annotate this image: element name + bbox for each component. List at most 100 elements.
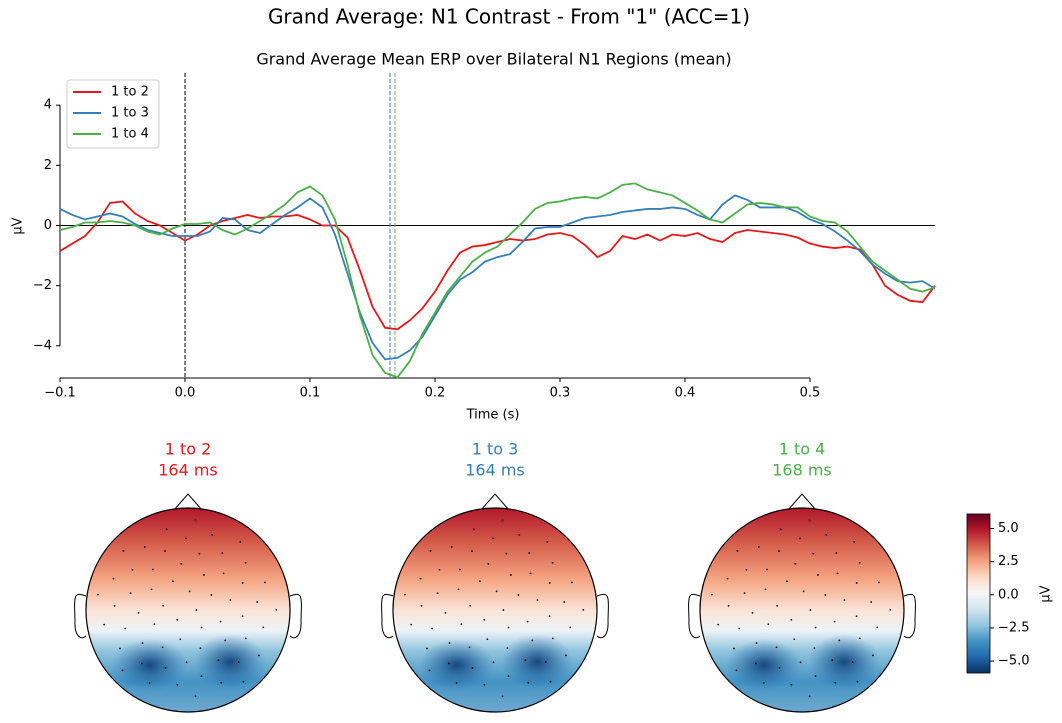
sensor bbox=[812, 552, 815, 555]
sensor bbox=[506, 647, 509, 650]
sensor bbox=[122, 550, 125, 552]
sensor bbox=[790, 683, 793, 686]
sensor bbox=[224, 639, 227, 642]
sensor bbox=[221, 552, 224, 554]
y-tick-label: −4 bbox=[33, 338, 52, 353]
legend: 1 to 2 1 to 3 1 to 4 bbox=[66, 79, 160, 149]
x-tick-label: 0.1 bbox=[300, 386, 321, 401]
topomap-title: 1 to 2 bbox=[165, 440, 212, 459]
ear bbox=[74, 593, 87, 639]
sensor bbox=[429, 550, 432, 552]
sensor bbox=[150, 588, 153, 591]
ear bbox=[688, 593, 701, 639]
sensor bbox=[745, 568, 748, 571]
neg-blob bbox=[194, 634, 266, 690]
sensor bbox=[767, 623, 770, 626]
sensor bbox=[755, 642, 758, 644]
sensor bbox=[824, 594, 827, 596]
legend-label: 1 to 3 bbox=[111, 106, 149, 121]
sensor bbox=[858, 561, 861, 564]
sensor bbox=[460, 623, 463, 626]
sensor bbox=[161, 646, 164, 649]
sensor bbox=[814, 626, 817, 629]
sensor bbox=[244, 561, 247, 564]
sensor bbox=[472, 528, 475, 531]
sensor bbox=[507, 675, 510, 678]
nose bbox=[173, 493, 203, 511]
sensor bbox=[754, 662, 757, 665]
ear bbox=[596, 593, 609, 639]
sensor bbox=[198, 552, 201, 555]
sensor bbox=[825, 533, 828, 536]
sensor bbox=[241, 582, 244, 584]
topomap-title: 1 to 4 bbox=[779, 440, 826, 459]
x-tick-label: 0.0 bbox=[175, 386, 196, 401]
neg-blob bbox=[501, 634, 573, 690]
topomap bbox=[688, 493, 916, 713]
sensor bbox=[727, 604, 730, 607]
sensor bbox=[501, 519, 504, 522]
sensor bbox=[510, 574, 512, 576]
sensor bbox=[96, 593, 99, 596]
sensor bbox=[229, 599, 232, 602]
sensor bbox=[210, 594, 213, 596]
sensor bbox=[164, 667, 167, 669]
sensor bbox=[563, 601, 566, 603]
sensor bbox=[855, 615, 858, 618]
sensor bbox=[471, 550, 473, 552]
sensor bbox=[836, 572, 839, 575]
sensor bbox=[778, 667, 781, 669]
sensor bbox=[851, 661, 854, 663]
sensor bbox=[444, 611, 447, 614]
sensor bbox=[176, 618, 179, 621]
sensor bbox=[263, 581, 266, 584]
sensor bbox=[502, 609, 505, 611]
colorbar-tick-label: 2.5 bbox=[998, 554, 1019, 569]
x-tick-label: −0.1 bbox=[44, 386, 76, 401]
sensor bbox=[239, 541, 242, 543]
sensor bbox=[776, 604, 779, 607]
sensor bbox=[483, 683, 486, 686]
sensor bbox=[137, 611, 140, 614]
sensor bbox=[570, 581, 573, 584]
series-line bbox=[59, 194, 936, 361]
sensor bbox=[129, 592, 132, 595]
x-tick-label: 0.5 bbox=[800, 386, 821, 401]
sensor bbox=[757, 546, 760, 548]
sensor bbox=[275, 608, 278, 611]
neg-blob bbox=[112, 639, 188, 691]
sensor bbox=[565, 654, 567, 657]
sensor bbox=[526, 620, 529, 623]
sensor bbox=[735, 669, 738, 672]
sensor bbox=[527, 681, 530, 684]
sensor bbox=[710, 593, 713, 596]
sensor bbox=[779, 528, 782, 531]
sensor bbox=[813, 647, 816, 650]
sensor bbox=[733, 647, 735, 650]
sensor bbox=[241, 615, 244, 618]
topomap-time: 164 ms bbox=[158, 461, 218, 480]
colorbar bbox=[966, 513, 991, 674]
sensor bbox=[528, 552, 531, 554]
sensor bbox=[785, 580, 788, 583]
sensor bbox=[195, 609, 198, 611]
sensor bbox=[518, 533, 521, 536]
sensor bbox=[551, 561, 554, 564]
x-tick-label: 0.3 bbox=[550, 386, 571, 401]
sensor bbox=[549, 680, 552, 683]
sensor bbox=[184, 537, 187, 540]
sensor bbox=[199, 647, 202, 650]
sensor bbox=[203, 574, 205, 576]
sensor bbox=[148, 682, 151, 684]
sensor bbox=[436, 592, 439, 595]
sensor bbox=[220, 681, 223, 684]
colorbar-tick-label: −5.0 bbox=[998, 654, 1030, 669]
sensor bbox=[483, 618, 486, 621]
sensor bbox=[491, 537, 494, 540]
sensor bbox=[507, 626, 510, 629]
sensor bbox=[431, 627, 434, 630]
sensor bbox=[546, 541, 549, 543]
topomap bbox=[381, 493, 609, 713]
sensor bbox=[743, 592, 746, 595]
series-line bbox=[59, 200, 936, 331]
